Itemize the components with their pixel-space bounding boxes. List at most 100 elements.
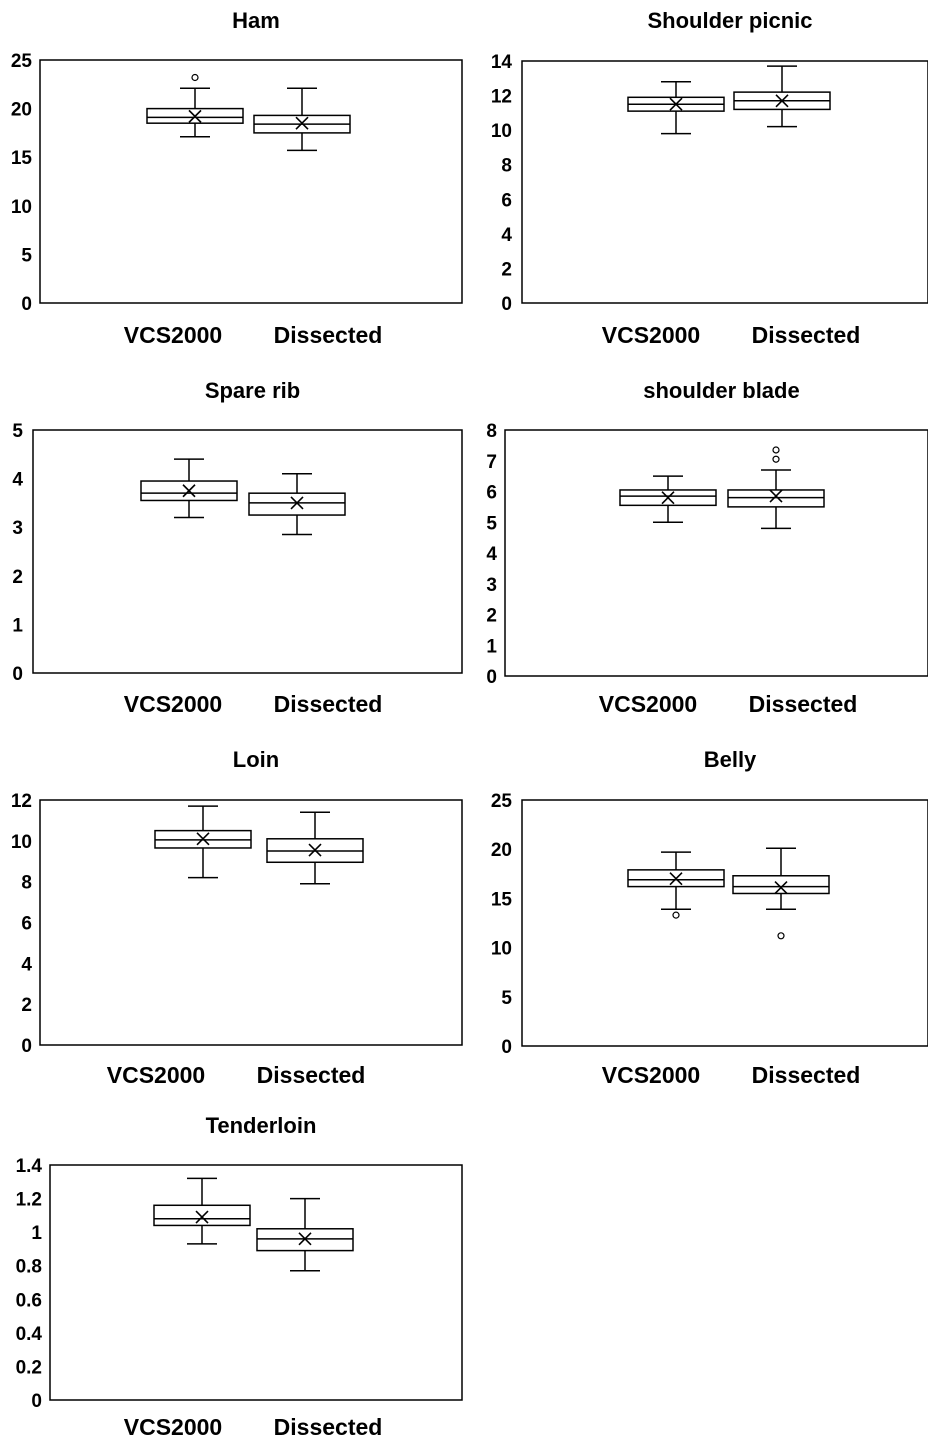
- chart-title: shoulder blade: [643, 378, 799, 403]
- mean-marker: [298, 1232, 312, 1246]
- x-category-label: Dissected: [274, 1414, 383, 1439]
- y-tick-label: 0: [501, 1037, 512, 1058]
- chart-title: Spare rib: [205, 378, 300, 403]
- y-tick-label: 1.2: [16, 1190, 42, 1211]
- y-tick-label: 4: [486, 544, 497, 565]
- iqr-box: [727, 489, 825, 508]
- y-tick-label: 6: [486, 483, 497, 504]
- plot-area: [521, 60, 928, 304]
- y-tick-label: 6: [501, 190, 512, 211]
- mean-marker: [188, 109, 202, 123]
- y-tick-label: 0: [12, 664, 23, 685]
- x-category-label: Dissected: [752, 1062, 861, 1088]
- chart-panel: Belly 0 5 10 15 20 25 VCS2000 Dissected: [491, 747, 928, 1088]
- y-tick-label: 8: [21, 873, 32, 894]
- y-tick-label: 4: [21, 954, 32, 975]
- box-plot-dissected: [732, 847, 830, 940]
- box-plot-vcs2000: [619, 475, 717, 523]
- y-tick-label: 0: [486, 667, 497, 688]
- y-tick-label: 0.4: [16, 1324, 43, 1345]
- x-category-label: VCS2000: [602, 322, 700, 348]
- x-category-label: VCS2000: [124, 691, 222, 717]
- y-tick-label: 5: [12, 421, 23, 442]
- plot-area: [49, 1164, 463, 1401]
- plot-area: [39, 59, 463, 304]
- mean-marker: [669, 97, 683, 111]
- y-tick-label: 2: [501, 259, 512, 280]
- x-category-label: Dissected: [752, 322, 861, 348]
- y-tick-label: 1: [31, 1223, 42, 1244]
- plot-area: [504, 429, 928, 677]
- y-tick-label: 5: [21, 245, 32, 266]
- x-category-label: VCS2000: [602, 1062, 700, 1088]
- y-tick-label: 20: [11, 100, 32, 121]
- mean-marker: [774, 881, 788, 895]
- box-plot-vcs2000: [140, 458, 238, 519]
- y-tick-label: 12: [11, 791, 32, 812]
- x-category-label: VCS2000: [599, 691, 697, 717]
- chart-title: Ham: [232, 8, 280, 33]
- y-tick-label: 0.2: [16, 1357, 42, 1378]
- x-category-label: VCS2000: [124, 1414, 222, 1439]
- y-tick-label: 5: [501, 988, 512, 1009]
- x-category-label: Dissected: [749, 691, 858, 717]
- y-tick-label: 2: [486, 606, 497, 627]
- y-tick-label: 4: [12, 470, 23, 491]
- y-tick-label: 1: [12, 615, 23, 636]
- y-tick-label: 10: [11, 832, 32, 853]
- mean-marker: [775, 94, 789, 108]
- y-tick-label: 0: [21, 1036, 32, 1057]
- x-category-label: Dissected: [274, 691, 383, 717]
- y-tick-label: 0: [31, 1391, 42, 1412]
- outlier-point: [191, 73, 199, 82]
- y-tick-label: 0: [21, 294, 32, 315]
- y-tick-label: 8: [501, 156, 512, 177]
- y-tick-label: 25: [491, 791, 513, 812]
- outlier-point: [772, 455, 780, 463]
- box-plot-dissected: [248, 472, 346, 536]
- y-tick-label: 7: [486, 452, 497, 473]
- outlier-point: [772, 446, 780, 454]
- mean-marker: [290, 496, 304, 510]
- y-tick-label: 10: [11, 197, 32, 218]
- mean-marker: [295, 116, 309, 130]
- y-tick-label: 15: [11, 148, 33, 169]
- outlier-point: [672, 911, 680, 919]
- box-plot-dissected: [266, 811, 364, 885]
- y-tick-label: 3: [12, 518, 23, 539]
- y-tick-label: 5: [486, 513, 497, 534]
- y-tick-label: 4: [501, 225, 512, 246]
- chart-panel: Shoulder picnic 0 2 4 6 8 10 12 14 VCS2000 Dissect…: [491, 8, 928, 348]
- mean-marker: [769, 489, 783, 503]
- box-plot-dissected: [733, 65, 831, 128]
- y-tick-label: 6: [21, 914, 32, 935]
- plot-area: [32, 429, 463, 674]
- x-category-label: Dissected: [257, 1062, 366, 1088]
- iqr-box: [153, 1204, 251, 1227]
- y-tick-label: 3: [486, 575, 497, 596]
- mean-marker: [195, 1210, 209, 1224]
- y-tick-label: 0.8: [16, 1257, 42, 1278]
- box-plot-vcs2000: [146, 73, 244, 138]
- mean-marker: [196, 832, 210, 846]
- chart-panel: Spare rib 0 1 2 3 4 5 VCS2000 Dissected: [12, 378, 463, 717]
- y-tick-label: 10: [491, 121, 512, 142]
- box-plot-dissected: [253, 87, 351, 152]
- y-tick-label: 1.4: [16, 1156, 43, 1177]
- mean-marker: [669, 872, 683, 886]
- y-tick-label: 12: [491, 87, 512, 108]
- chart-title: Loin: [233, 747, 279, 772]
- y-tick-label: 10: [491, 939, 512, 960]
- chart-panel: shoulder blade 0 1 2 3 4 5 6 7 8 VCS2000 Dissected: [486, 378, 928, 717]
- iqr-box: [732, 875, 830, 895]
- chart-title: Tenderloin: [206, 1113, 317, 1138]
- chart-title: Belly: [704, 747, 757, 772]
- x-category-label: Dissected: [274, 322, 383, 348]
- y-tick-label: 15: [491, 889, 513, 910]
- iqr-box: [248, 492, 346, 516]
- y-tick-label: 14: [491, 52, 513, 73]
- mean-marker: [308, 843, 322, 857]
- box-plot-vcs2000: [627, 80, 725, 135]
- y-tick-label: 8: [486, 421, 497, 442]
